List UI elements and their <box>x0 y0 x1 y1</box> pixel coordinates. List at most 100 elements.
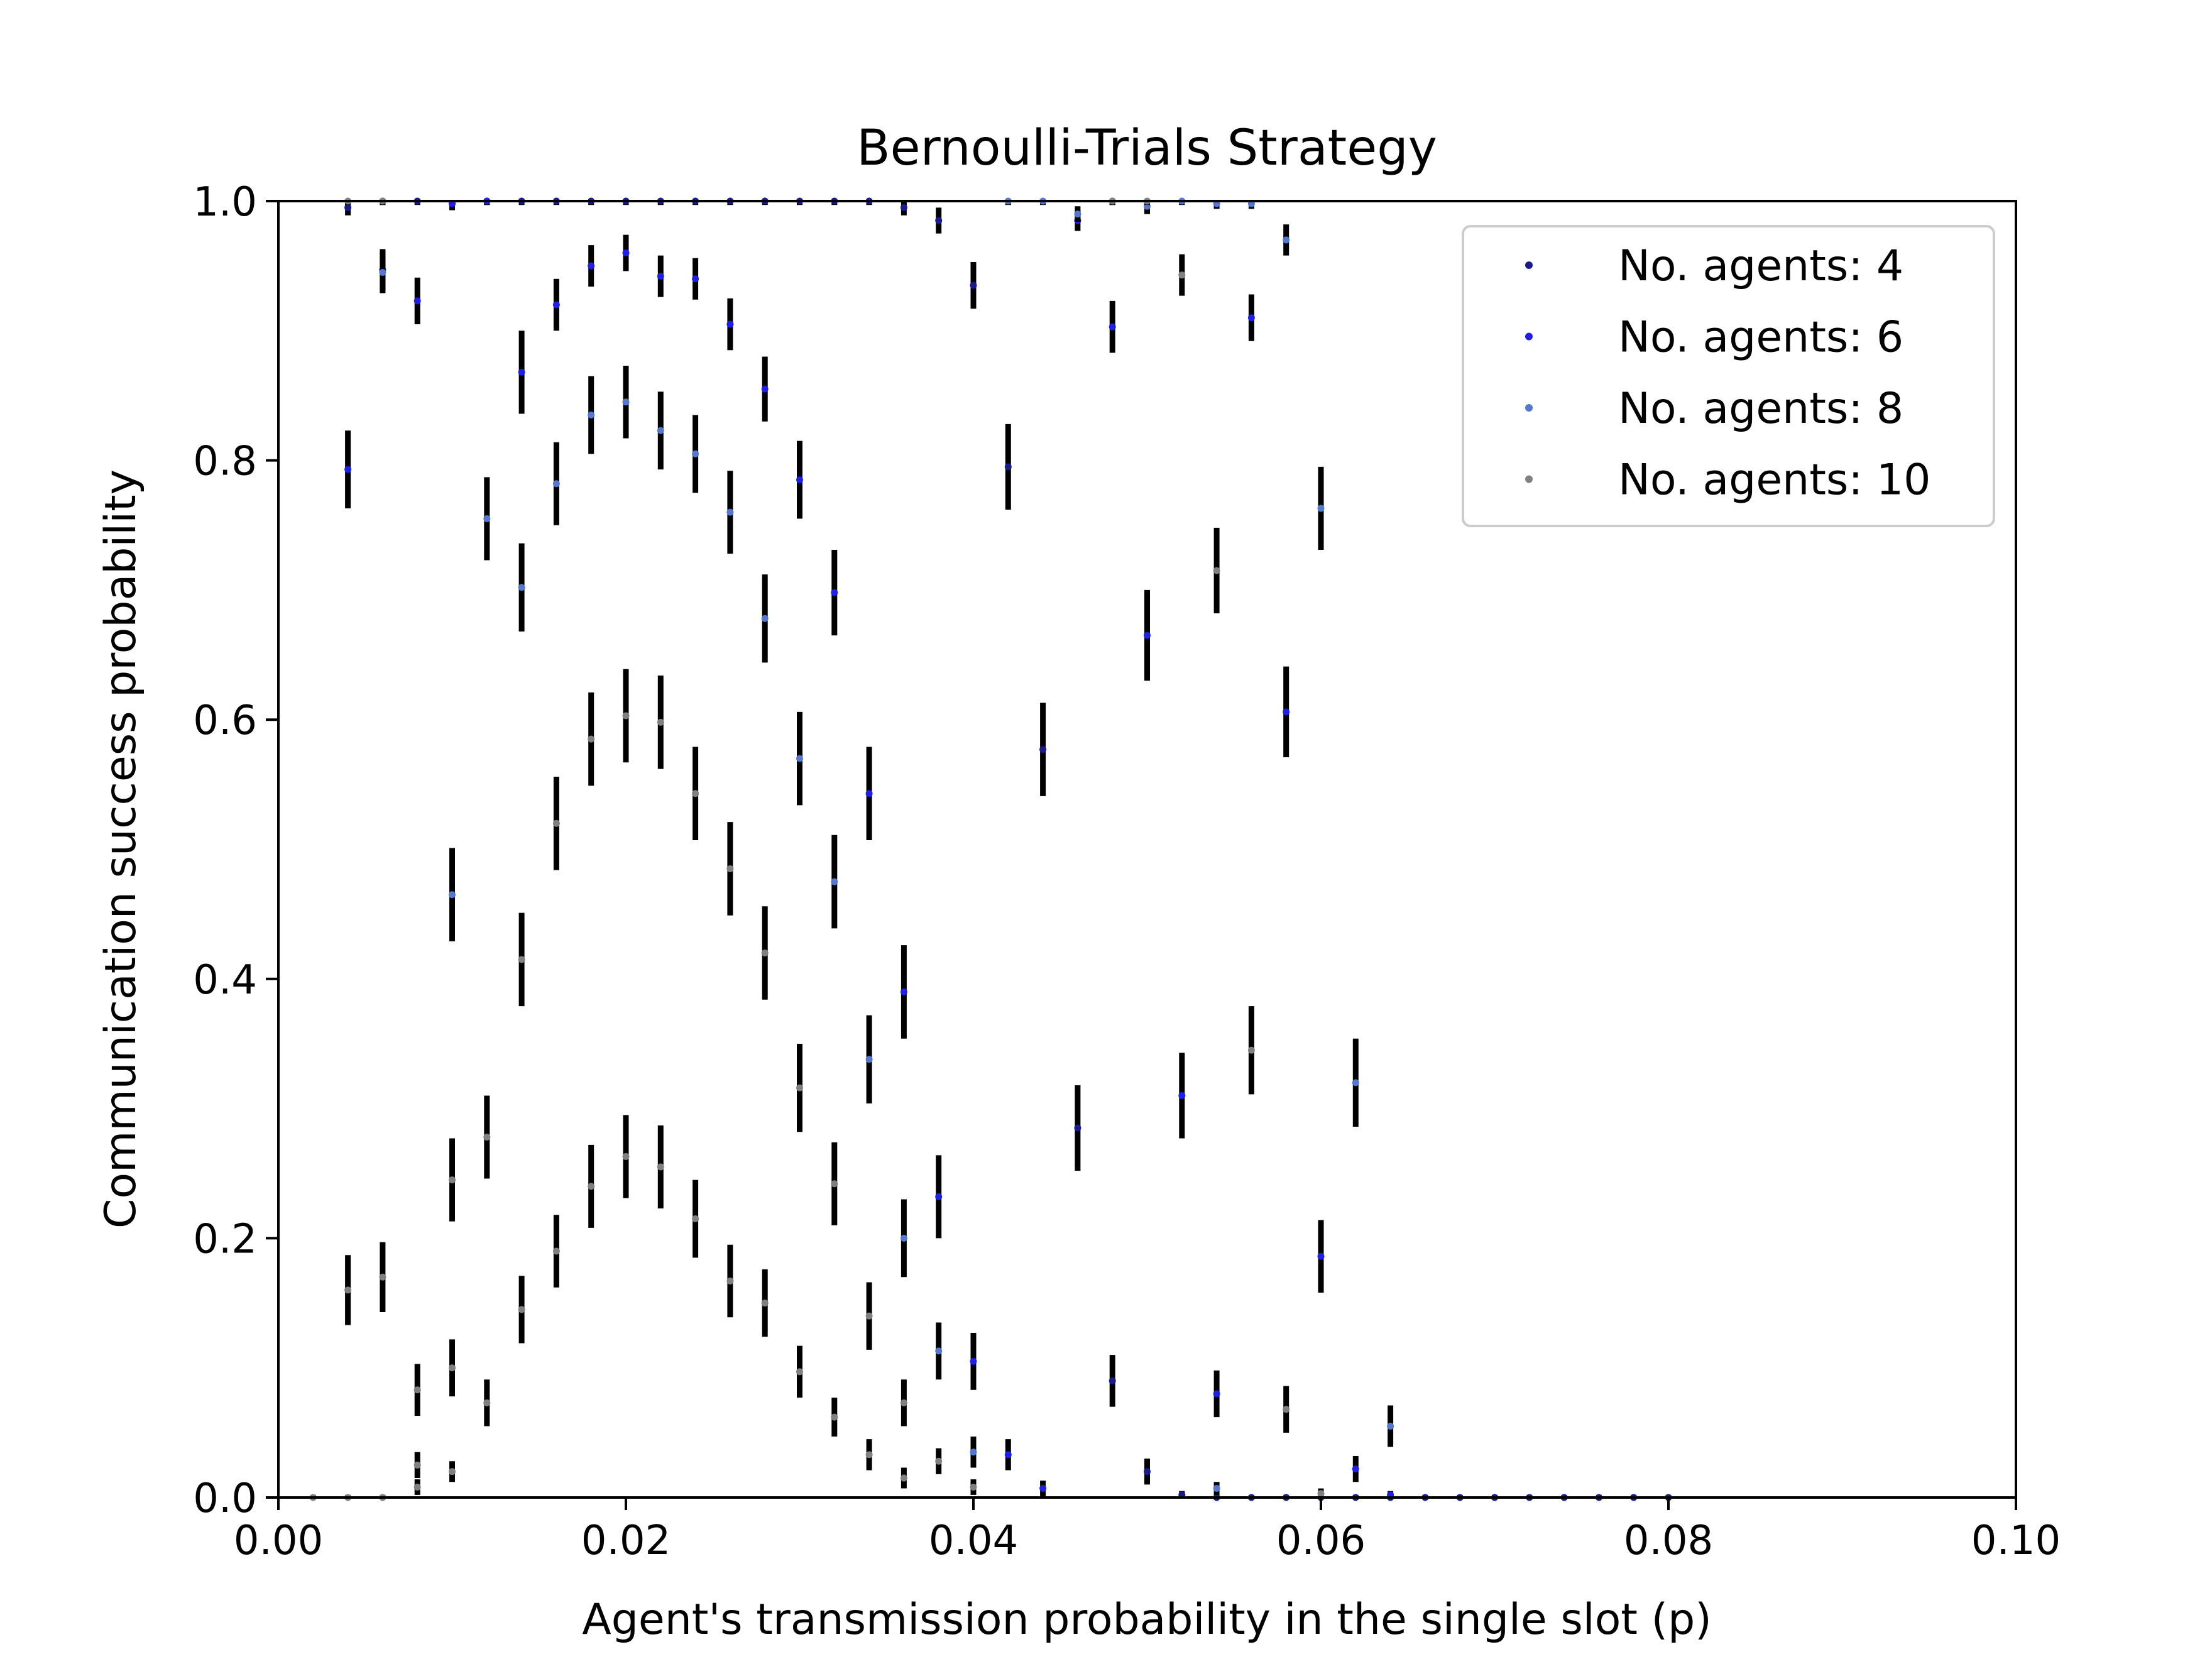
data-point <box>970 1448 977 1456</box>
data-point <box>761 950 769 957</box>
data-point <box>1317 1252 1325 1260</box>
data-point <box>970 282 977 289</box>
data-point <box>449 1176 456 1184</box>
data-point <box>344 204 352 211</box>
data-point <box>726 508 734 516</box>
data-point <box>1213 1390 1220 1398</box>
data-point <box>1144 1468 1151 1476</box>
x-tick-label: 0.00 <box>234 1518 324 1564</box>
data-point <box>796 1368 803 1376</box>
data-point <box>1247 1046 1255 1054</box>
data-point <box>726 320 734 328</box>
data-point <box>761 385 769 393</box>
series-4 <box>309 197 1325 1501</box>
data-point <box>622 1153 630 1160</box>
data-point <box>622 398 630 406</box>
y-tick-label: 0.0 <box>193 1476 257 1522</box>
data-point <box>935 1347 943 1355</box>
data-point <box>900 204 907 211</box>
data-point <box>1283 236 1290 244</box>
data-point <box>1004 1451 1012 1459</box>
y-tick-label: 1.0 <box>193 179 257 226</box>
data-point <box>865 790 873 797</box>
data-point <box>344 1286 352 1294</box>
data-point <box>657 273 664 280</box>
data-point <box>831 589 838 596</box>
data-point <box>1283 1406 1290 1413</box>
legend-label: No. agents: 8 <box>1618 384 1903 434</box>
legend-label: No. agents: 6 <box>1618 313 1903 363</box>
data-point <box>1247 314 1255 322</box>
data-point <box>970 1357 977 1365</box>
data-point <box>622 712 630 720</box>
data-point <box>796 1084 803 1092</box>
data-point <box>552 301 560 309</box>
data-point <box>1317 505 1325 512</box>
legend: No. agents: 4 No. agents: 6 No. agents: 8 N… <box>1462 225 1995 527</box>
data-point <box>1283 708 1290 716</box>
data-point <box>900 1399 907 1406</box>
data-point <box>449 891 456 899</box>
y-tick-label: 0.6 <box>193 698 257 744</box>
data-point <box>588 1183 595 1190</box>
data-point <box>449 1364 456 1372</box>
data-point <box>413 1461 421 1469</box>
legend-marker <box>1525 404 1533 412</box>
data-point <box>1144 632 1151 639</box>
legend-marker <box>1525 475 1533 483</box>
data-point <box>588 411 595 419</box>
data-point <box>483 1399 491 1406</box>
data-point <box>831 1180 838 1188</box>
legend-marker <box>1525 332 1533 341</box>
legend-label: No. agents: 10 <box>1618 456 1930 505</box>
data-point <box>588 262 595 270</box>
x-tick-label: 0.06 <box>1276 1518 1366 1564</box>
data-point <box>1317 1490 1325 1497</box>
data-point <box>692 790 699 797</box>
data-point <box>1039 746 1047 753</box>
data-point <box>831 878 838 885</box>
y-axis-label: Communication success probability <box>96 469 146 1229</box>
x-tick-label: 0.08 <box>1624 1518 1714 1564</box>
data-point <box>413 1386 421 1394</box>
data-point <box>588 735 595 743</box>
axes-frame <box>277 200 2017 1499</box>
data-point <box>657 427 664 434</box>
data-point <box>900 988 907 995</box>
data-point <box>344 466 352 473</box>
data-point <box>552 480 560 488</box>
data-point <box>796 755 803 762</box>
data-point <box>552 819 560 827</box>
data-point <box>831 1413 838 1421</box>
data-point <box>935 1457 943 1465</box>
data-point <box>761 615 769 622</box>
y-tick-label: 0.8 <box>193 439 257 485</box>
data-point <box>1074 1124 1081 1132</box>
data-point <box>483 515 491 522</box>
data-point <box>1109 1377 1116 1384</box>
data-point <box>935 217 943 224</box>
data-point <box>379 1273 386 1281</box>
data-point <box>726 1277 734 1284</box>
y-tick-label: 0.2 <box>193 1216 257 1262</box>
data-point <box>935 1193 943 1200</box>
data-point <box>518 368 525 376</box>
data-point <box>518 584 525 591</box>
data-point <box>379 268 386 276</box>
data-point <box>1178 1092 1186 1099</box>
data-point <box>796 476 803 484</box>
data-point <box>970 1483 977 1491</box>
data-point <box>657 718 664 726</box>
x-tick-label: 0.02 <box>581 1518 671 1564</box>
data-point <box>726 865 734 872</box>
data-point <box>518 956 525 963</box>
series-2 <box>344 197 1394 1499</box>
data-point <box>761 1300 769 1307</box>
legend-label: No. agents: 4 <box>1618 241 1903 291</box>
data-point <box>413 297 421 305</box>
data-point <box>552 1247 560 1255</box>
data-point <box>1213 1485 1220 1492</box>
data-point <box>483 1133 491 1141</box>
data-point <box>1074 211 1081 218</box>
